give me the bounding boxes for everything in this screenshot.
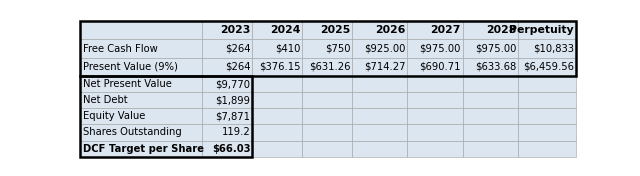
- Text: 2025: 2025: [320, 25, 350, 35]
- Text: $1,899: $1,899: [215, 95, 250, 105]
- Bar: [80, 92, 202, 108]
- Bar: [302, 58, 352, 76]
- Bar: [352, 39, 408, 58]
- Text: $925.00: $925.00: [364, 44, 406, 54]
- Bar: [518, 140, 576, 157]
- Text: Shares Outstanding: Shares Outstanding: [83, 127, 182, 137]
- Text: 2024: 2024: [270, 25, 300, 35]
- Bar: [202, 124, 252, 140]
- Bar: [252, 108, 302, 124]
- Bar: [463, 58, 518, 76]
- Bar: [252, 76, 302, 92]
- Text: $9,770: $9,770: [215, 79, 250, 89]
- Text: $631.26: $631.26: [308, 62, 350, 72]
- Bar: [352, 140, 408, 157]
- Text: $690.71: $690.71: [419, 62, 461, 72]
- Text: 2026: 2026: [375, 25, 406, 35]
- Bar: [302, 92, 352, 108]
- Bar: [302, 21, 352, 39]
- Text: $750: $750: [324, 44, 350, 54]
- Text: Net Debt: Net Debt: [83, 95, 127, 105]
- Bar: [252, 92, 302, 108]
- Bar: [80, 76, 202, 92]
- Bar: [352, 21, 408, 39]
- Text: Net Present Value: Net Present Value: [83, 79, 172, 89]
- Bar: [202, 21, 252, 39]
- Text: $376.15: $376.15: [259, 62, 300, 72]
- Bar: [302, 108, 352, 124]
- Bar: [252, 124, 302, 140]
- Bar: [302, 140, 352, 157]
- Bar: [352, 76, 408, 92]
- Text: 2023: 2023: [220, 25, 250, 35]
- Bar: [408, 39, 463, 58]
- Text: DCF Target per Share: DCF Target per Share: [83, 144, 204, 154]
- Bar: [80, 58, 202, 76]
- Bar: [252, 58, 302, 76]
- Text: $10,833: $10,833: [533, 44, 574, 54]
- Bar: [202, 76, 252, 92]
- Bar: [80, 124, 202, 140]
- Bar: [252, 21, 302, 39]
- Bar: [463, 21, 518, 39]
- Bar: [408, 108, 463, 124]
- Bar: [408, 76, 463, 92]
- Text: $264: $264: [225, 44, 250, 54]
- Bar: [518, 108, 576, 124]
- Bar: [252, 140, 302, 157]
- Bar: [352, 58, 408, 76]
- Bar: [202, 58, 252, 76]
- Bar: [80, 21, 202, 39]
- Text: $6,459.56: $6,459.56: [523, 62, 574, 72]
- Bar: [518, 92, 576, 108]
- Bar: [518, 58, 576, 76]
- Bar: [518, 39, 576, 58]
- Bar: [463, 92, 518, 108]
- Text: $66.03: $66.03: [212, 144, 250, 154]
- Bar: [463, 39, 518, 58]
- Text: $410: $410: [275, 44, 300, 54]
- Bar: [463, 140, 518, 157]
- Text: 2028: 2028: [486, 25, 516, 35]
- Bar: [202, 108, 252, 124]
- Text: 2027: 2027: [430, 25, 461, 35]
- Text: $975.00: $975.00: [419, 44, 461, 54]
- Bar: [518, 21, 576, 39]
- Bar: [352, 124, 408, 140]
- Bar: [408, 140, 463, 157]
- Bar: [80, 21, 576, 76]
- Text: Equity Value: Equity Value: [83, 111, 145, 121]
- Text: $714.27: $714.27: [364, 62, 406, 72]
- Bar: [80, 39, 202, 58]
- Bar: [408, 21, 463, 39]
- Bar: [408, 124, 463, 140]
- Bar: [463, 124, 518, 140]
- Text: $7,871: $7,871: [215, 111, 250, 121]
- Bar: [252, 39, 302, 58]
- Bar: [518, 124, 576, 140]
- Bar: [202, 39, 252, 58]
- Bar: [80, 108, 202, 124]
- Text: $633.68: $633.68: [475, 62, 516, 72]
- Bar: [302, 124, 352, 140]
- Bar: [518, 76, 576, 92]
- Bar: [463, 108, 518, 124]
- Bar: [202, 92, 252, 108]
- Text: 119.2: 119.2: [221, 127, 250, 137]
- Bar: [302, 76, 352, 92]
- Bar: [202, 140, 252, 157]
- Text: $264: $264: [225, 62, 250, 72]
- Bar: [80, 140, 202, 157]
- Text: $975.00: $975.00: [475, 44, 516, 54]
- Bar: [80, 76, 252, 157]
- Text: Perpetuity: Perpetuity: [509, 25, 574, 35]
- Bar: [408, 92, 463, 108]
- Bar: [352, 108, 408, 124]
- Bar: [352, 92, 408, 108]
- Text: Present Value (9%): Present Value (9%): [83, 62, 178, 72]
- Bar: [408, 58, 463, 76]
- Bar: [302, 39, 352, 58]
- Text: Free Cash Flow: Free Cash Flow: [83, 44, 157, 54]
- Bar: [463, 76, 518, 92]
